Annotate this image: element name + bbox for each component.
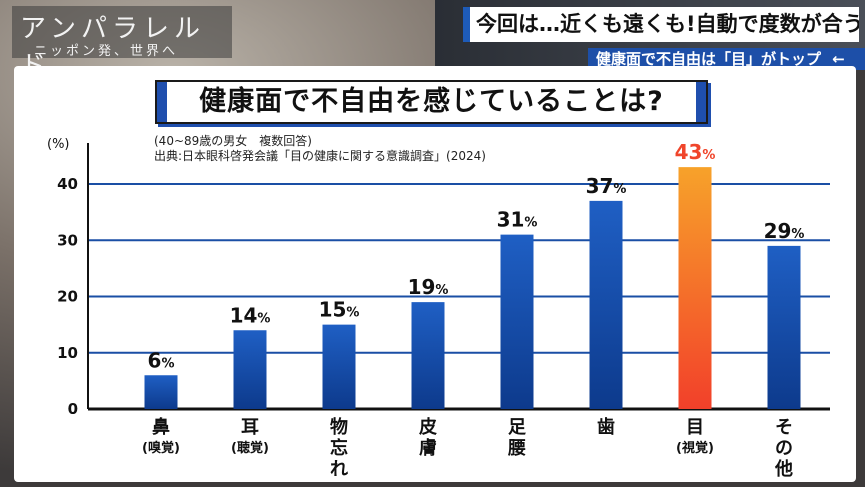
y-tick-label: 30 [57,231,78,249]
category-label: の [775,438,793,459]
bar-value-label: 29% [764,219,805,243]
bar [322,324,356,409]
bar-value-label: 6% [148,348,175,372]
program-logo: アンパラレルド ニッポン発、世界へ [12,6,232,81]
headline-banner: 今回は…近くも遠くも!自動で度数が合うメガネ [463,7,859,42]
category-label: れ [330,459,348,480]
chart-panel [14,66,856,482]
title-accent-right [696,82,706,122]
category-label: 膚 [419,437,437,459]
category-label: 耳 [241,417,259,438]
bar-value-label: 37% [586,174,627,198]
chart-title: 健康面で不自由を感じていることは? [199,86,664,117]
chart-note-2: 出典:日本眼科啓発会議「目の健康に関する意識調査」(2024) [154,148,486,163]
bar-value-label: 31% [497,208,538,232]
bar-value-label: 43% [675,140,716,164]
category-label: 忘 [330,437,348,459]
category-label: 足 [508,417,526,438]
category-sublabel: (聴覚) [231,440,269,456]
bar [233,330,267,409]
bar [589,200,623,409]
bar [144,375,178,409]
category-label: 物 [330,416,348,438]
category-label: そ [775,417,793,438]
bar [500,234,534,409]
category-sublabel: (視覚) [676,440,714,456]
y-tick-label: 20 [57,288,78,306]
chart-title-box: 健康面で不自由を感じていることは? [155,80,708,124]
chart-note-1: (40~89歳の男女 複数回答) [154,133,312,148]
bar-value-label: 14% [230,303,271,327]
y-tick-label: 10 [57,344,78,362]
bar-value-label: 15% [319,298,360,322]
category-label: 皮 [419,416,437,438]
bar-value-label: 19% [408,275,449,299]
logo-subtitle: ニッポン発、世界へ [34,44,179,59]
y-tick-label: 40 [57,175,78,193]
bar [767,245,801,409]
category-label: 歯 [597,416,615,438]
y-tick-label: 0 [68,400,78,418]
category-label: 鼻 [152,416,170,438]
subhead-banner: 健康面で不自由は「目」がトップ ← [588,48,865,70]
bar [411,302,445,409]
title-accent-left [157,82,167,122]
category-label: 目 [686,417,704,438]
category-label: 腰 [507,438,526,459]
left-arrow-icon: ← [832,50,845,68]
category-label: 他 [774,458,793,480]
subhead-text: 健康面で不自由は「目」がトップ [596,50,822,68]
bar [678,167,712,409]
category-sublabel: (嗅覚) [142,440,180,456]
y-axis-unit: (%) [47,137,70,152]
